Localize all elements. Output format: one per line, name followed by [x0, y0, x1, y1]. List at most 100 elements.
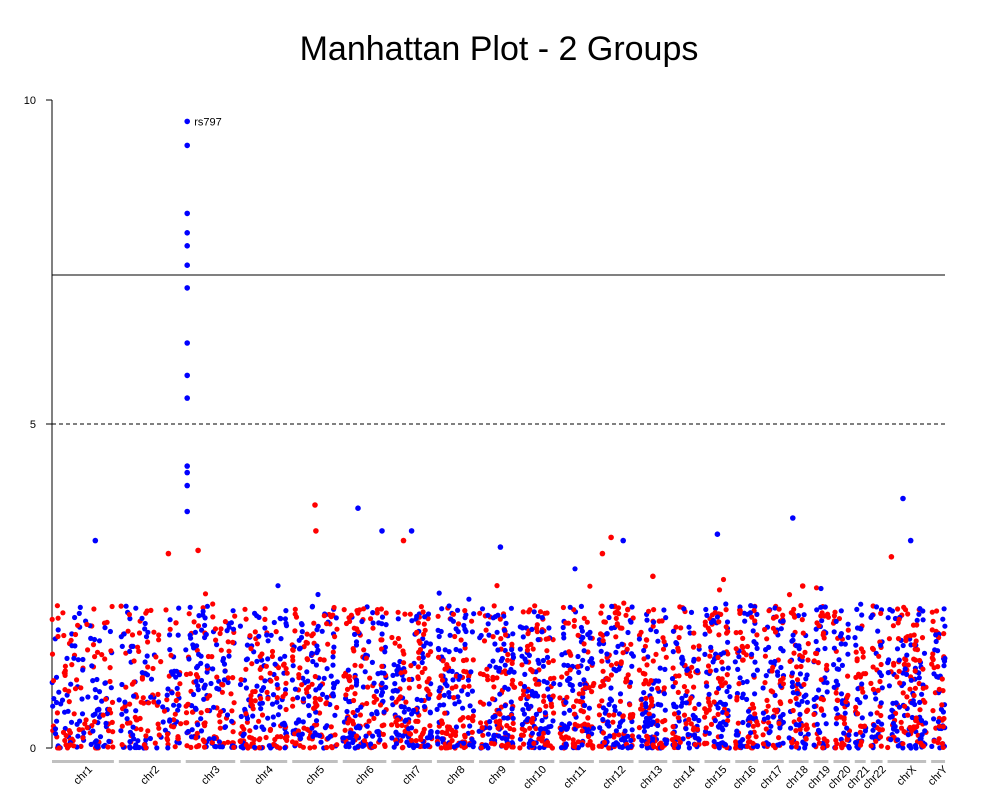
data-point	[557, 695, 563, 701]
data-point	[462, 734, 468, 740]
data-point	[143, 634, 150, 640]
data-point	[640, 670, 646, 677]
data-point	[395, 616, 401, 622]
data-point	[105, 744, 111, 750]
data-point	[416, 638, 422, 644]
data-point	[790, 632, 796, 638]
data-point	[505, 657, 511, 663]
data-point	[681, 606, 687, 612]
data-point	[446, 694, 453, 700]
data-point	[920, 608, 926, 614]
chromosome-bar	[436, 760, 475, 763]
data-point	[274, 682, 280, 688]
data-point	[164, 731, 171, 737]
data-point	[518, 681, 524, 687]
data-point	[380, 731, 386, 738]
highlight-point	[184, 469, 190, 476]
data-point	[434, 735, 441, 741]
data-point	[608, 662, 615, 668]
data-point	[817, 729, 823, 736]
data-point	[780, 618, 786, 624]
data-point	[309, 725, 315, 731]
data-point	[56, 689, 62, 695]
data-point	[724, 672, 730, 678]
data-point	[389, 634, 395, 641]
data-point	[425, 742, 431, 748]
data-point	[707, 628, 713, 634]
data-point	[344, 686, 351, 693]
data-point	[92, 654, 98, 660]
data-point	[393, 741, 400, 747]
data-point	[491, 684, 497, 690]
data-point	[914, 647, 921, 653]
data-point	[155, 721, 161, 727]
data-point	[940, 616, 946, 622]
data-point	[570, 737, 576, 743]
data-point	[681, 684, 688, 690]
data-point	[415, 620, 421, 626]
data-point	[800, 630, 806, 636]
data-point	[580, 634, 586, 641]
data-point	[263, 663, 269, 669]
chromosome-bar	[833, 760, 850, 763]
data-point	[441, 702, 447, 708]
data-point	[546, 659, 552, 666]
data-point	[54, 710, 61, 716]
data-point	[262, 616, 268, 623]
data-point	[193, 735, 199, 741]
data-point	[929, 655, 935, 661]
chromosome-bar	[598, 760, 634, 763]
data-point	[531, 740, 537, 747]
data-point	[250, 713, 256, 719]
data-point	[941, 658, 948, 664]
data-point	[675, 744, 682, 751]
data-point	[485, 621, 491, 627]
data-point	[218, 647, 224, 653]
data-point	[563, 724, 569, 730]
data-point	[894, 674, 900, 680]
data-point	[127, 745, 133, 751]
data-point	[793, 643, 799, 649]
data-point	[293, 614, 300, 620]
data-point	[364, 723, 370, 729]
data-point	[679, 695, 685, 701]
data-point	[641, 690, 647, 696]
data-point	[60, 610, 66, 616]
data-point	[219, 689, 225, 695]
data-point	[422, 665, 428, 672]
highlight-point	[599, 550, 606, 557]
data-point	[88, 741, 94, 748]
data-point	[692, 735, 699, 741]
data-point	[907, 724, 913, 731]
data-point	[365, 684, 371, 690]
data-point	[646, 608, 652, 614]
data-point	[439, 606, 445, 612]
data-point	[252, 629, 258, 635]
highlight-point	[900, 495, 906, 502]
data-point	[629, 604, 635, 610]
data-point	[49, 616, 55, 623]
data-point	[561, 736, 567, 742]
data-point	[596, 712, 603, 718]
data-point	[414, 742, 420, 749]
data-point	[565, 662, 571, 669]
data-point	[122, 699, 128, 705]
data-point	[833, 618, 839, 625]
data-point	[672, 680, 679, 686]
data-point	[820, 745, 826, 751]
data-point	[752, 659, 758, 665]
data-point	[478, 720, 484, 726]
data-point	[325, 641, 331, 647]
highlight-point	[620, 537, 626, 544]
data-point	[919, 717, 925, 724]
data-point	[505, 715, 511, 721]
data-point	[727, 694, 733, 700]
data-point	[418, 737, 424, 743]
data-point	[415, 664, 421, 670]
data-point	[789, 638, 795, 644]
data-point	[715, 675, 722, 681]
threshold-lines	[52, 274, 945, 425]
data-point	[449, 685, 455, 691]
data-point	[501, 613, 507, 619]
data-point	[272, 661, 278, 667]
